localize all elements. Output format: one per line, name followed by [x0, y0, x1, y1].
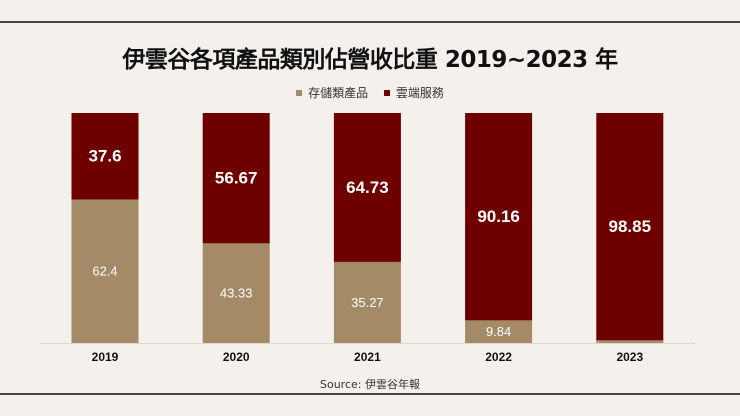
data-label: 62.4 [92, 264, 117, 279]
data-label: 64.73 [346, 178, 389, 197]
bar-storage-2023 [596, 340, 664, 343]
legend: 存儲類產品 雲端服務 [0, 84, 740, 101]
source-note: Source: 伊雲谷年報 [320, 378, 420, 391]
legend-label: 雲端服務 [395, 86, 444, 100]
data-label: 43.33 [220, 286, 253, 301]
bar-storage-2020 [202, 243, 270, 343]
data-label: 9.84 [486, 324, 511, 339]
data-label: 37.6 [88, 147, 121, 166]
bar-cloud-2022 [465, 113, 533, 321]
bar-storage-2021 [333, 261, 401, 343]
legend-label: 存儲類產品 [308, 86, 369, 100]
top-rule [0, 21, 740, 23]
bar-cloud-2023 [596, 113, 664, 341]
bar-cloud-2019 [71, 113, 139, 200]
data-label: 35.27 [351, 295, 384, 310]
data-label: 56.67 [215, 169, 258, 188]
data-label: 98.85 [609, 217, 652, 236]
bar-storage-2019 [71, 199, 139, 343]
legend-swatch [383, 89, 390, 96]
bar-storage-2022 [465, 320, 533, 343]
bar-cloud-2021 [333, 113, 401, 262]
bottom-rule [0, 393, 740, 395]
legend-item-cloud: 雲端服務 [383, 84, 444, 101]
legend-swatch [296, 89, 303, 96]
x-tick-label: 2022 [485, 350, 512, 364]
legend-item-storage: 存儲類產品 [296, 84, 368, 101]
bar-cloud-2020 [202, 113, 270, 244]
x-tick-label: 2021 [354, 350, 381, 364]
chart-title: 伊雲谷各項產品類別佔營收比重 2019~2023 年 [122, 47, 618, 73]
x-tick-label: 2019 [92, 350, 119, 364]
x-tick-label: 2023 [616, 350, 643, 364]
x-tick-label: 2020 [223, 350, 250, 364]
data-label: 90.16 [477, 207, 520, 226]
